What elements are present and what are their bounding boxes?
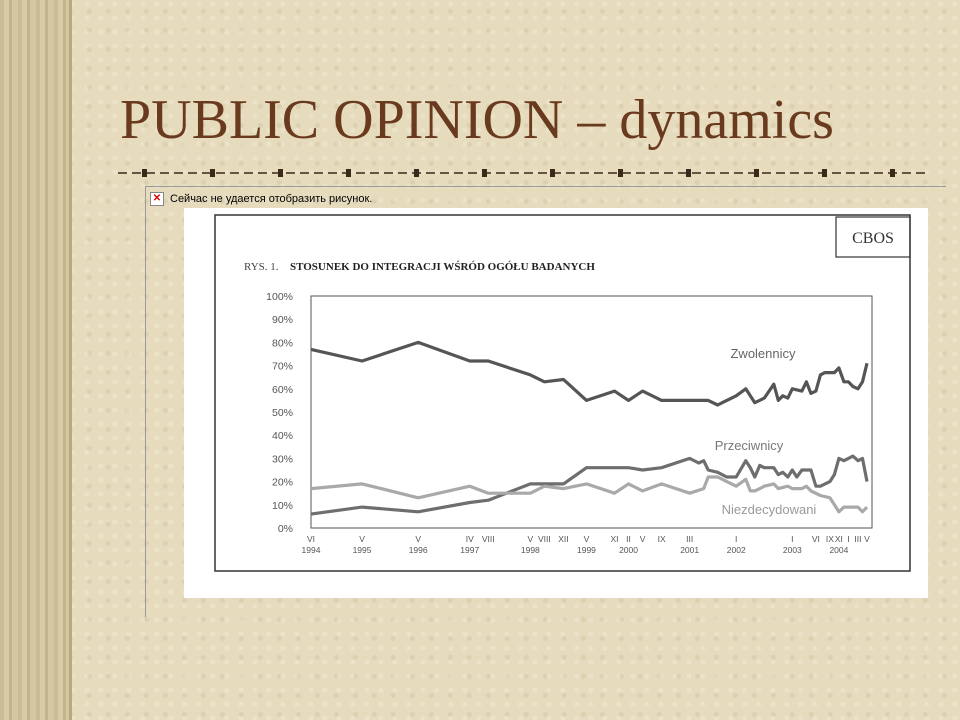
chart-border [214,214,911,572]
x-tick-month: V [528,534,534,544]
x-tick-month: IX [826,534,834,544]
decorative-stripe [0,0,72,720]
x-tick-year: 1996 [409,545,428,555]
y-tick-label: 90% [272,314,293,326]
series-line-przeciwnicy [310,454,869,516]
series-label-przeciwnicy: Przeciwnicy [715,438,784,453]
divider-mark [686,169,691,177]
x-tick-month: VI [307,534,315,544]
y-tick-label: 10% [272,500,293,512]
x-tick-month: I [847,534,849,544]
series-label-niezdecydowani: Niezdecydowani [722,502,817,517]
y-tick-label: 70% [272,361,293,373]
slide-title: PUBLIC OPINION – dynamics [120,89,834,151]
divider-mark [346,169,351,177]
x-tick-year: 1995 [353,545,372,555]
y-tick-label: 40% [272,430,293,442]
figure-label: RYS. 1. [244,261,279,273]
x-tick-month: V [640,534,646,544]
x-tick-month: XII [558,534,568,544]
x-tick-month: IX [658,534,666,544]
broken-image-icon: ✕ [150,192,164,206]
plot-area [310,295,873,529]
divider-mark [890,169,895,177]
y-tick-label: 50% [272,407,293,419]
divider-mark [754,169,759,177]
line-chart: CBOS RYS. 1. STOSUNEK DO INTEGRACJI WŚRÓ… [214,214,911,572]
title-divider [118,169,930,177]
y-tick-label: 100% [266,291,293,303]
x-tick-month: V [359,534,365,544]
x-tick-month: V [584,534,590,544]
series-line-zwolennicy [310,340,869,407]
x-tick-year: 2001 [680,545,699,555]
x-tick-year: 2000 [619,545,638,555]
source-box [835,216,911,258]
broken-image-notice: ✕ Сейчас не удается отобразить рисунок. [150,192,372,206]
x-tick-month: VIII [482,534,495,544]
image-placeholder-frame [145,186,946,617]
x-tick-year: 1998 [521,545,540,555]
x-tick-year: 2004 [829,545,848,555]
divider-mark [822,169,827,177]
x-tick-month: IV [466,534,474,544]
series-label-zwolennicy: Zwolennicy [730,346,796,361]
x-tick-month: XI [835,534,843,544]
x-tick-month: VI [812,534,820,544]
divider-mark [278,169,283,177]
x-tick-year: 1994 [302,545,321,555]
x-tick-month: VIII [538,534,551,544]
y-tick-label: 20% [272,477,293,489]
broken-image-text: Сейчас не удается отобразить рисунок. [170,193,373,205]
x-tick-month: I [791,534,793,544]
x-tick-month: II [626,534,631,544]
x-tick-year: 1999 [577,545,596,555]
y-tick-label: 0% [278,523,293,535]
y-tick-label: 30% [272,453,293,465]
series-line-niezdecydowani [310,475,869,514]
x-tick-month: III [686,534,693,544]
x-tick-year: 2003 [783,545,802,555]
divider-mark [142,169,147,177]
x-tick-month: I [735,534,737,544]
x-tick-month: V [415,534,421,544]
y-tick-label: 80% [272,337,293,349]
x-tick-year: 2002 [727,545,746,555]
divider-mark [210,169,215,177]
x-tick-month: XI [610,534,618,544]
divider-mark [618,169,623,177]
divider-mark [482,169,487,177]
x-tick-month: III [854,534,861,544]
divider-mark [414,169,419,177]
chart-source: CBOS [852,230,894,247]
x-tick-month: V [864,534,870,544]
chart-title: STOSUNEK DO INTEGRACJI WŚRÓD OGÓŁU BADAN… [290,261,595,273]
x-tick-year: 1997 [460,545,479,555]
y-tick-label: 60% [272,384,293,396]
divider-mark [550,169,555,177]
chart-image: CBOS RYS. 1. STOSUNEK DO INTEGRACJI WŚRÓ… [184,208,928,598]
